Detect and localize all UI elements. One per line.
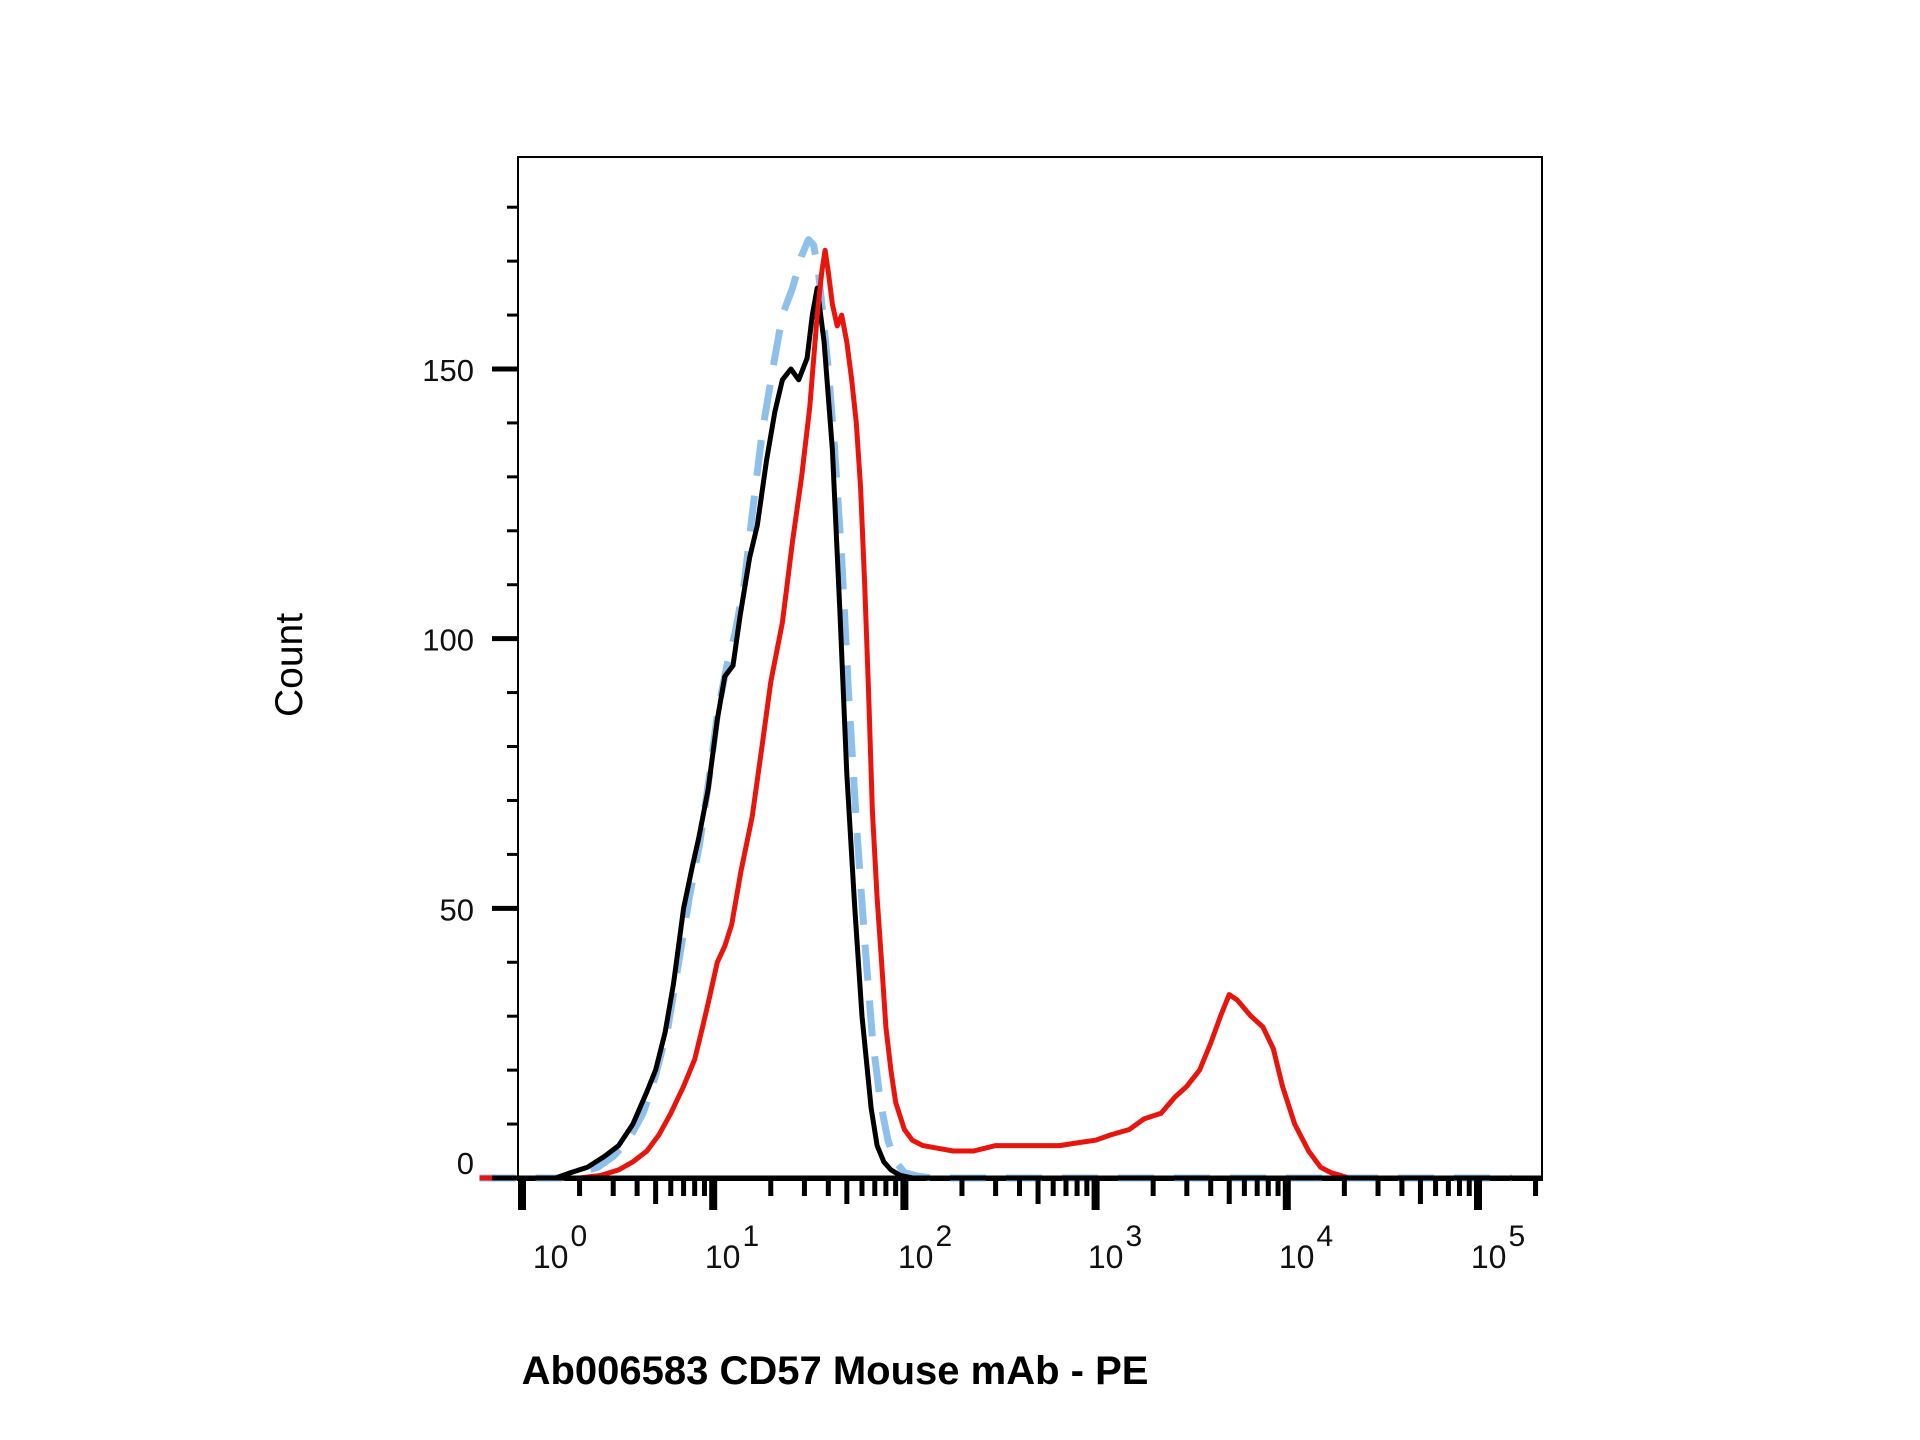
series-line-2	[479, 236, 1512, 1182]
x-tick-label: 102	[898, 1220, 952, 1275]
x-tick-label: 101	[705, 1220, 759, 1275]
x-tick-label: 103	[1088, 1220, 1142, 1275]
x-axis-title: Ab006583 CD57 Mouse mAb - PE	[522, 1349, 1149, 1393]
y-tick-label: 150	[422, 353, 474, 388]
y-tick-label: 100	[422, 623, 474, 658]
y-axis: 0 50 100 150	[422, 205, 518, 1181]
x-tick-label: 105	[1471, 1220, 1525, 1275]
y-tick-label: 50	[440, 892, 474, 927]
x-tick-label: 100	[533, 1220, 587, 1275]
curves-layer	[479, 236, 1512, 1182]
x-axis: 100 101 102 103 104 105	[518, 1175, 1542, 1275]
series-line-3	[479, 247, 1512, 1181]
series-line-1	[479, 285, 1512, 1181]
y-tick-label: 0	[457, 1146, 474, 1181]
x-tick-label: 104	[1279, 1220, 1333, 1275]
y-axis-title: Count	[268, 613, 311, 717]
